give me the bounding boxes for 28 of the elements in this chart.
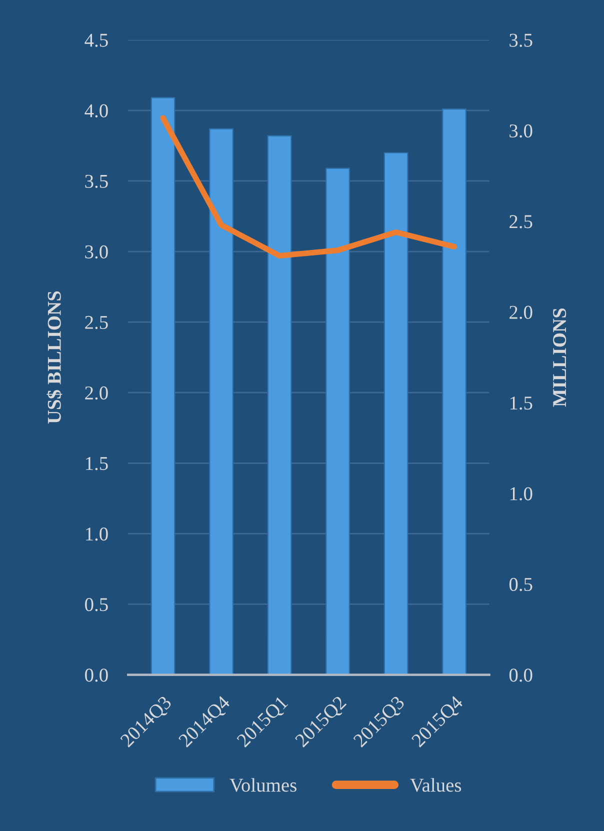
y-tick-label: 1.5 xyxy=(86,457,108,470)
y-tick-label: 0.0 xyxy=(85,668,108,682)
y-tick-label: 3.0 xyxy=(85,245,108,259)
y-axis-title: US$ BILLIONS xyxy=(46,291,62,424)
bar xyxy=(384,152,408,675)
y-tick-label: 4.5 xyxy=(84,34,108,47)
y2-tick-label: 3.0 xyxy=(510,124,532,138)
bar xyxy=(150,97,176,675)
bar xyxy=(326,168,350,675)
legend-label: Volumes xyxy=(230,778,296,792)
bar xyxy=(209,128,234,675)
legend-label: Values xyxy=(410,778,462,792)
y2-tick-label: 3.5 xyxy=(510,34,532,47)
y2-tick-label: 1.5 xyxy=(510,396,532,410)
y2-axis-title: MILLIONS xyxy=(553,308,566,407)
y-tick-label: 2.0 xyxy=(85,386,108,400)
y-tick-label: 4.0 xyxy=(84,104,108,118)
y2-tick-label: 1.0 xyxy=(510,487,532,500)
y2-tick-label: 0.0 xyxy=(509,668,532,682)
bar xyxy=(267,135,292,675)
y-tick-label: 2.5 xyxy=(85,316,108,330)
y-tick-label: 1.0 xyxy=(86,528,108,541)
y2-tick-label: 0.5 xyxy=(509,578,532,592)
y2-tick-label: 2.0 xyxy=(510,306,532,320)
y-tick-label: 3.5 xyxy=(85,174,108,188)
y-tick-label: 0.5 xyxy=(85,598,108,612)
bar xyxy=(442,108,466,675)
y2-tick-label: 2.5 xyxy=(510,215,532,228)
